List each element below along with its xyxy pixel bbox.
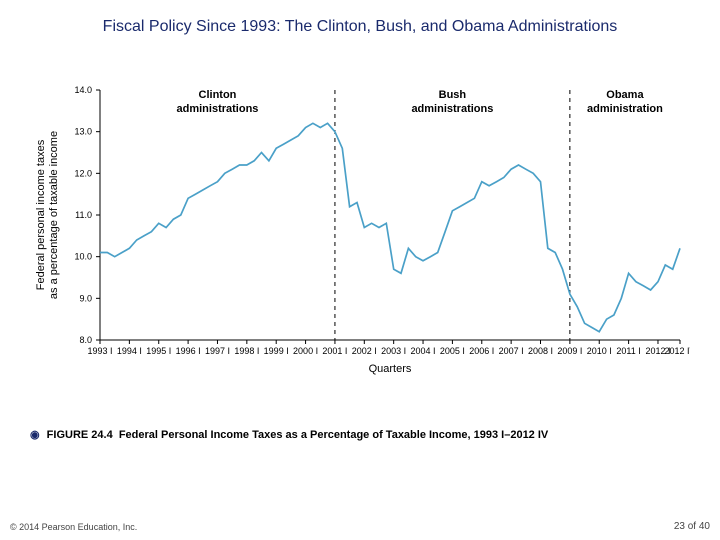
figure-title: Federal Personal Income Taxes as a Perce…: [119, 429, 548, 441]
svg-text:8.0: 8.0: [79, 335, 92, 345]
svg-text:Clinton: Clinton: [199, 89, 237, 101]
svg-text:2001 I: 2001 I: [322, 346, 347, 356]
svg-text:2000 I: 2000 I: [293, 346, 318, 356]
line-chart: 8.0 9.0 10.0 11.0 12.0 13.0 14.0 1993 I 1994 I 19…: [30, 80, 690, 400]
page-title: Fiscal Policy Since 1993: The Clinton, B…: [40, 18, 680, 36]
svg-text:Federal personal income taxesa: Federal personal income taxesas a percen…: [35, 131, 60, 299]
chart-svg: 8.0 9.0 10.0 11.0 12.0 13.0 14.0 1993 I 1994 I 19…: [30, 80, 690, 400]
svg-text:2011 I: 2011 I: [616, 346, 640, 356]
svg-text:2010 I: 2010 I: [587, 346, 612, 356]
svg-text:2002 I: 2002 I: [352, 346, 377, 356]
svg-text:13.0: 13.0: [74, 127, 92, 137]
svg-text:9.0: 9.0: [79, 293, 92, 303]
svg-text:2008 I: 2008 I: [528, 346, 553, 356]
page-sep: of: [685, 521, 699, 532]
svg-text:1998 I: 1998 I: [234, 346, 259, 356]
svg-text:1996 I: 1996 I: [176, 346, 201, 356]
svg-text:11.0: 11.0: [75, 210, 92, 220]
svg-text:1995 I: 1995 I: [146, 346, 171, 356]
svg-text:1993 I: 1993 I: [87, 346, 112, 356]
figure-label: FIGURE 24.4: [47, 429, 113, 441]
svg-text:administrations: administrations: [411, 103, 493, 115]
copyright: © 2014 Pearson Education, Inc.: [10, 522, 137, 532]
svg-text:12.0: 12.0: [74, 168, 92, 178]
svg-text:Bush: Bush: [439, 89, 467, 101]
svg-text:2012 IV: 2012 IV: [664, 346, 690, 356]
svg-text:Obama: Obama: [606, 89, 644, 101]
svg-text:2006 I: 2006 I: [469, 346, 494, 356]
figure-caption: ◉ FIGURE 24.4 Federal Personal Income Ta…: [30, 428, 690, 441]
svg-text:1994 I: 1994 I: [117, 346, 142, 356]
page-current: 23: [674, 521, 685, 532]
svg-text:14.0: 14.0: [74, 85, 92, 95]
svg-text:2007 I: 2007 I: [499, 346, 524, 356]
page-number: 23 of 40: [674, 521, 710, 532]
svg-text:administrations: administrations: [177, 103, 259, 115]
svg-text:2005 I: 2005 I: [440, 346, 465, 356]
page-total: 40: [699, 521, 710, 532]
svg-text:2004 I: 2004 I: [411, 346, 436, 356]
svg-text:2009 I: 2009 I: [557, 346, 582, 356]
svg-text:1997 I: 1997 I: [205, 346, 230, 356]
svg-text:Quarters: Quarters: [369, 363, 412, 375]
eye-icon: ◉: [30, 428, 40, 441]
svg-text:10.0: 10.0: [74, 252, 92, 262]
svg-text:administration: administration: [587, 103, 663, 115]
svg-text:2003 I: 2003 I: [381, 346, 406, 356]
svg-text:1999 I: 1999 I: [264, 346, 289, 356]
